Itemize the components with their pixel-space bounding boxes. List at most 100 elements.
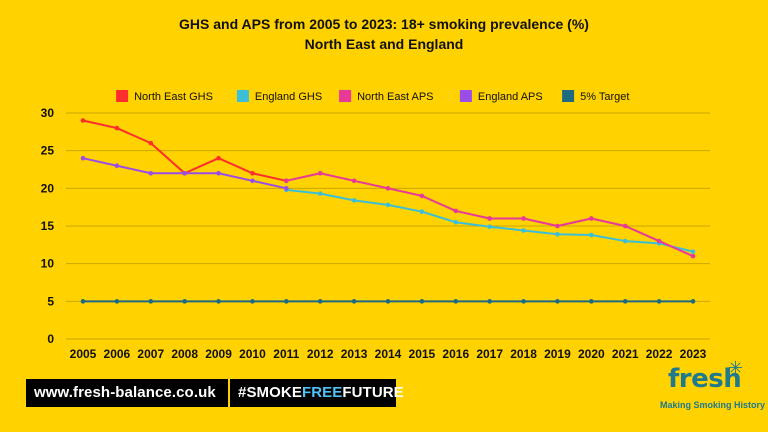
x-tick-label: 2014 (375, 347, 402, 361)
hashtag-part-future: FUTURE (342, 384, 404, 401)
data-point (385, 299, 391, 304)
data-point (317, 299, 323, 304)
data-point (216, 299, 221, 304)
data-point (453, 299, 459, 304)
data-point (385, 202, 391, 208)
series (80, 118, 696, 304)
data-point (690, 253, 696, 259)
x-tick-label: 2015 (409, 347, 436, 361)
hashtag-banner[interactable]: #SMOKEFREEFUTURE (230, 379, 404, 407)
legend-label: England APS (478, 91, 543, 103)
data-point (216, 155, 221, 161)
chart-title-line-2: North East and England (304, 36, 464, 52)
x-tick-label: 2010 (239, 347, 266, 361)
data-point (250, 299, 255, 304)
data-point (250, 178, 255, 184)
chart-title: GHS and APS from 2005 to 2023: 18+ smoki… (0, 14, 768, 54)
data-point (284, 299, 289, 304)
data-point (487, 299, 492, 304)
x-tick-label: 2006 (104, 347, 131, 361)
x-tick-label: 2023 (680, 347, 707, 361)
legend-label: 5% Target (580, 91, 629, 103)
x-tick-label: 2022 (646, 347, 673, 361)
y-tick-label: 15 (41, 219, 55, 233)
data-point (622, 223, 628, 229)
legend-label: North East APS (357, 91, 433, 103)
y-tick-label: 5 (47, 294, 54, 308)
data-point (351, 299, 357, 304)
x-tick-label: 2009 (205, 347, 232, 361)
gridlines (66, 112, 710, 340)
data-point (351, 178, 357, 184)
data-point (80, 299, 86, 304)
data-point (521, 228, 526, 233)
asterisk-icon: ✳ (728, 358, 744, 378)
x-tick-label: 2018 (510, 347, 537, 361)
y-tick-label: 20 (41, 181, 55, 195)
data-point (80, 155, 86, 161)
website-banner[interactable]: www.fresh-balance.co.uk (26, 379, 228, 407)
data-point (690, 299, 696, 304)
data-point (521, 216, 526, 221)
hashtag-part-free: FREE (301, 384, 343, 401)
legend-swatch (459, 90, 472, 102)
data-point (453, 208, 459, 214)
data-point (385, 186, 391, 191)
series-line (286, 172, 694, 258)
logo-tagline: Making Smoking History (660, 400, 766, 410)
data-point (589, 216, 594, 221)
x-tick-label: 2013 (341, 347, 368, 361)
data-point (453, 219, 459, 225)
y-tick-label: 30 (41, 106, 55, 120)
data-point (148, 140, 154, 146)
legend-label: England GHS (255, 91, 322, 103)
data-point (622, 238, 628, 244)
x-tick-label: 2011 (273, 347, 299, 361)
y-tick-label: 10 (41, 257, 55, 271)
legend-swatch (562, 90, 575, 102)
data-point (656, 238, 662, 244)
x-tick-label: 2016 (442, 347, 469, 361)
x-tick-label: 2007 (137, 347, 164, 361)
x-tick-label: 2008 (171, 347, 198, 361)
y-tick-label: 25 (41, 144, 55, 158)
data-point (487, 224, 492, 230)
data-point (690, 249, 696, 254)
data-point (284, 178, 289, 184)
data-point (317, 170, 323, 176)
data-point (589, 232, 594, 238)
legend: North East GHS England GHS North East APS E… (116, 90, 629, 103)
data-point (351, 198, 357, 203)
data-point (589, 299, 594, 304)
data-point (216, 170, 221, 176)
x-tick-label: 2005 (70, 347, 97, 361)
legend-swatch (339, 90, 352, 102)
data-point (555, 231, 560, 237)
legend-label: North East GHS (134, 91, 213, 103)
x-tick-label: 2021 (612, 347, 639, 361)
data-point (284, 186, 289, 191)
data-point (555, 299, 560, 304)
y-tick-label: 0 (47, 332, 54, 346)
chart-title-line-1: GHS and APS from 2005 to 2023: 18+ smoki… (179, 16, 589, 32)
axes: 0 5 10 15 20 25 30 2005 2006 2007 2008 2009 2010 2011… (41, 106, 707, 361)
fresh-logo[interactable]: fresh ✳ Making Smoking History (658, 358, 765, 414)
data-point (622, 299, 628, 304)
logo-wordmark: fresh (668, 364, 742, 394)
data-point (419, 193, 425, 199)
data-point (80, 118, 86, 123)
legend-swatch (116, 90, 129, 102)
data-point (114, 125, 120, 131)
data-point (419, 299, 425, 304)
x-tick-label: 2019 (544, 347, 571, 361)
data-point (250, 170, 255, 176)
data-point (114, 163, 120, 169)
data-point (182, 170, 187, 176)
hashtag-part-smoke: #SMOKE (238, 384, 302, 401)
data-point (555, 223, 560, 229)
data-point (182, 299, 187, 304)
legend-swatch (236, 90, 249, 102)
data-point (317, 191, 323, 196)
data-point (419, 209, 425, 214)
